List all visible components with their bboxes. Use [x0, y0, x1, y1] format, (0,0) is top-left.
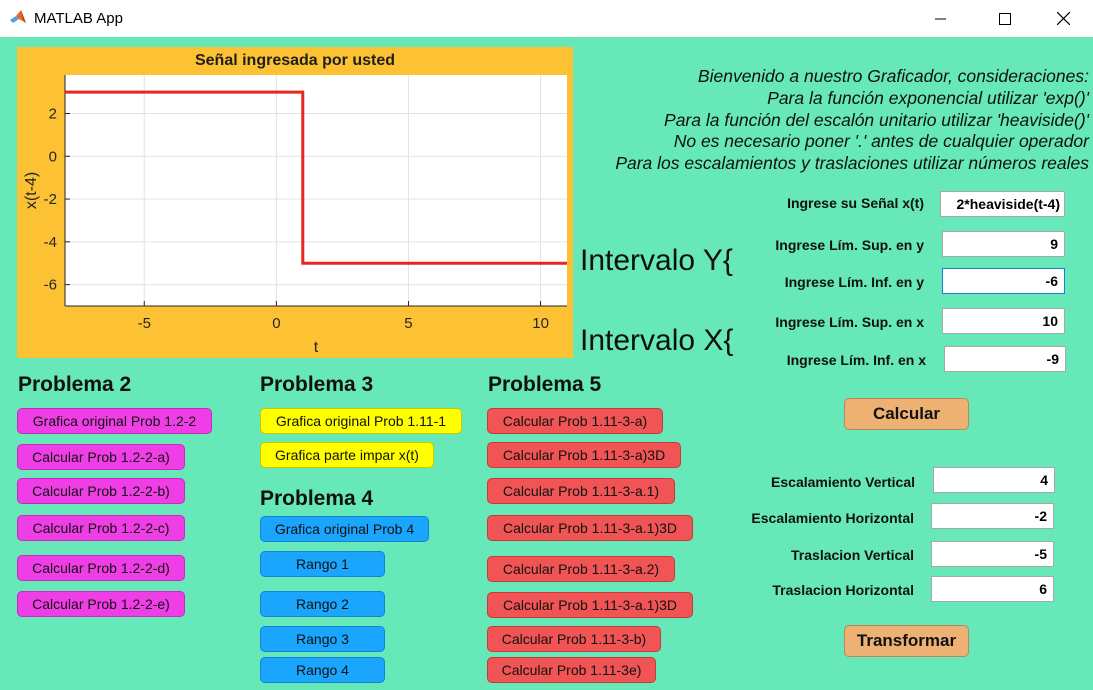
- rango-2-button[interactable]: Rango 2: [260, 591, 385, 617]
- y-axis-label: x(t-4): [23, 172, 40, 209]
- signal-label: Ingrese su Señal x(t): [787, 195, 924, 211]
- prob2-original-button[interactable]: Grafica original Prob 1.2-2: [17, 408, 212, 434]
- esc-vertical-input[interactable]: 4: [933, 467, 1055, 493]
- interval-y-label: Intervalo Y{: [580, 244, 733, 277]
- title-bar: MATLAB App: [0, 0, 1093, 37]
- x-tick-label: 0: [272, 315, 280, 332]
- problema-3-title: Problema 3: [260, 373, 374, 396]
- plot-area: [65, 75, 567, 306]
- prob2-b-button[interactable]: Calcular Prob 1.2-2-b): [17, 478, 185, 504]
- y-tick-label: 0: [49, 148, 57, 165]
- x-tick-label: -5: [138, 315, 151, 332]
- info-line-5: Para los escalamientos y traslaciones ut…: [615, 153, 1089, 173]
- prob5-a-button[interactable]: Calcular Prob 1.11-3-a): [487, 408, 663, 434]
- y-inf-input[interactable]: -6: [942, 268, 1065, 294]
- problema-2-title: Problema 2: [18, 373, 132, 396]
- maximize-button[interactable]: [982, 0, 1028, 37]
- prob5-a1-3d-button-2[interactable]: Calcular Prob 1.11-3-a.1)3D: [487, 592, 693, 618]
- prob5-a1-3d-button[interactable]: Calcular Prob 1.11-3-a.1)3D: [487, 515, 693, 541]
- info-line-3: Para la función del escalón unitario uti…: [664, 110, 1089, 130]
- esc-horizontal-label: Escalamiento Horizontal: [751, 510, 914, 526]
- prob5-a1-button[interactable]: Calcular Prob 1.11-3-a.1): [487, 478, 675, 504]
- y-tick-label: -4: [44, 234, 57, 251]
- signal-chart: -5 0 5 10 2 0 -2 -4 -6 t x(t-4): [23, 75, 567, 356]
- esc-vertical-label: Escalamiento Vertical: [771, 474, 915, 490]
- matlab-icon: [10, 10, 26, 23]
- tras-vertical-label: Traslacion Vertical: [791, 547, 914, 563]
- tras-horizontal-input[interactable]: 6: [931, 576, 1054, 602]
- x-tick-label: 10: [532, 315, 549, 332]
- rango-1-button[interactable]: Rango 1: [260, 551, 385, 577]
- calcular-button[interactable]: Calcular: [844, 398, 969, 430]
- prob3-original-button[interactable]: Grafica original Prob 1.11-1: [260, 408, 462, 434]
- y-inf-label: Ingrese Lím. Inf. en y: [784, 274, 924, 290]
- prob2-a-button[interactable]: Calcular Prob 1.2-2-a): [17, 444, 185, 470]
- transformar-button[interactable]: Transformar: [844, 625, 969, 657]
- interval-x-label: Intervalo X{: [580, 324, 734, 357]
- x-sup-label: Ingrese Lím. Sup. en x: [775, 314, 924, 330]
- x-sup-input[interactable]: 10: [942, 308, 1065, 334]
- prob2-c-button[interactable]: Calcular Prob 1.2-2-c): [17, 515, 185, 541]
- problema-5-title: Problema 5: [488, 373, 602, 396]
- minimize-button[interactable]: [918, 0, 964, 37]
- x-inf-input[interactable]: -9: [944, 346, 1066, 372]
- prob5-a-3d-button[interactable]: Calcular Prob 1.11-3-a)3D: [487, 442, 681, 468]
- prob3-impar-button[interactable]: Grafica parte impar x(t): [260, 442, 434, 468]
- x-axis-label: t: [314, 339, 319, 356]
- window-title: MATLAB App: [34, 10, 123, 27]
- tras-vertical-input[interactable]: -5: [931, 541, 1054, 567]
- tras-horizontal-label: Traslacion Horizontal: [772, 582, 914, 598]
- prob2-e-button[interactable]: Calcular Prob 1.2-2-e): [17, 591, 185, 617]
- y-tick-label: -6: [44, 277, 57, 294]
- minimize-icon: [935, 18, 946, 19]
- chart-panel: -5 0 5 10 2 0 -2 -4 -6 t x(t-4) Señal ingresada po…: [17, 47, 573, 358]
- rango-3-button[interactable]: Rango 3: [260, 626, 385, 652]
- prob4-original-button[interactable]: Grafica original Prob 4: [260, 516, 429, 542]
- y-sup-label: Ingrese Lím. Sup. en y: [775, 237, 924, 253]
- chart-title: Señal ingresada por usted: [194, 52, 396, 69]
- prob5-a2-button[interactable]: Calcular Prob 1.11-3-a.2): [487, 556, 675, 582]
- x-tick-label: 5: [404, 315, 412, 332]
- info-line-1: Bienvenido a nuestro Graficador, conside…: [697, 66, 1089, 86]
- signal-line: [65, 90, 567, 265]
- signal-input[interactable]: 2*heaviside(t-4): [940, 191, 1065, 217]
- maximize-icon: [999, 12, 1011, 25]
- esc-horizontal-input[interactable]: -2: [931, 503, 1054, 529]
- y-tick-label: -2: [44, 191, 57, 208]
- y-tick-label: 2: [49, 106, 57, 123]
- info-line-2: Para la función exponencial utilizar 'ex…: [767, 88, 1089, 108]
- prob2-d-button[interactable]: Calcular Prob 1.2-2-d): [17, 555, 185, 581]
- rango-4-button[interactable]: Rango 4: [260, 657, 385, 683]
- problema-4-title: Problema 4: [260, 487, 374, 510]
- info-line-4: No es necesario poner '.' antes de cualq…: [673, 131, 1089, 151]
- close-icon: [1056, 12, 1070, 25]
- y-sup-input[interactable]: 9: [942, 231, 1065, 257]
- close-button[interactable]: [1040, 0, 1086, 37]
- prob5-b-button[interactable]: Calcular Prob 1.11-3-b): [487, 626, 661, 652]
- x-inf-label: Ingrese Lím. Inf. en x: [786, 352, 926, 368]
- prob5-e-button[interactable]: Calcular Prob 1.11-3e): [487, 657, 656, 683]
